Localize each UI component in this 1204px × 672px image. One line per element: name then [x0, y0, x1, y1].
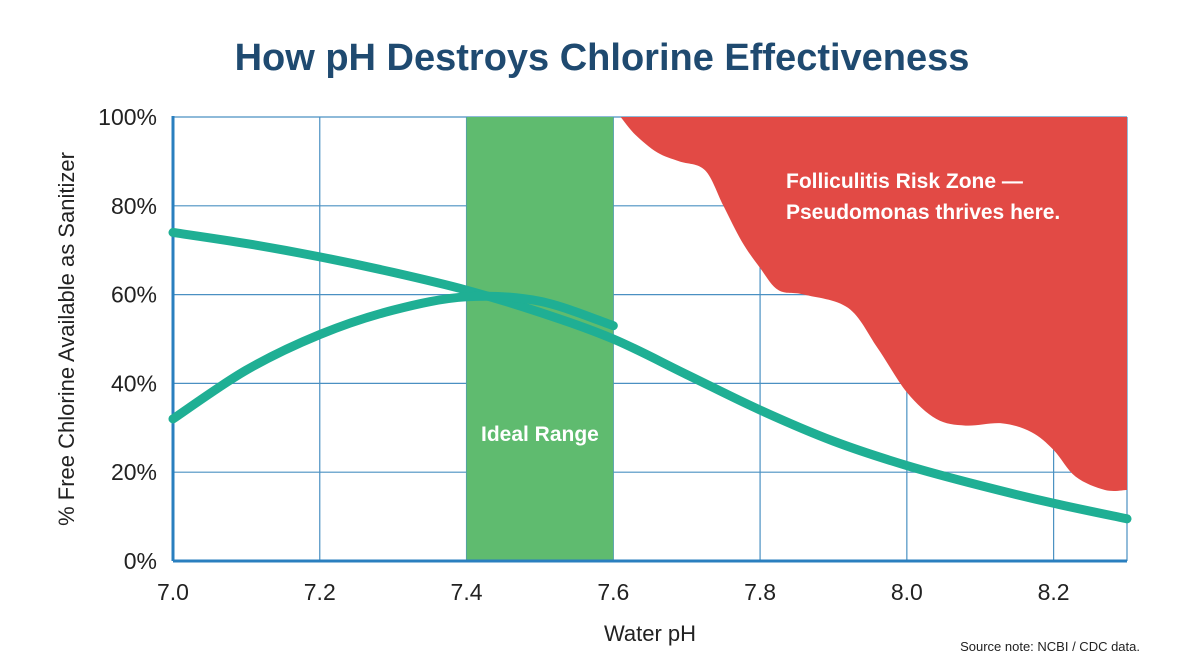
x-tick-label-1: 7.2 — [304, 579, 336, 605]
x-axis-label: Water pH — [604, 621, 696, 646]
risk-zone-label-line-2: Pseudomonas thrives here. — [786, 201, 1060, 224]
series-lines — [168, 227, 1132, 524]
source-note: Source note: NCBI / CDC data. — [960, 639, 1140, 654]
x-tick-label-0: 7.0 — [157, 579, 189, 605]
x-tick-label-5: 8.0 — [891, 579, 923, 605]
y-tick-label-3: 60% — [111, 282, 157, 308]
ideal-range-layer — [466, 117, 614, 561]
x-tick-label-3: 7.6 — [597, 579, 629, 605]
y-tick-labels: 0% 20% 40% 60% 80% 100% — [98, 104, 157, 574]
y-tick-label-5: 100% — [98, 104, 157, 130]
ideal-range-label: Ideal Range — [481, 423, 599, 446]
risk-zone-layer — [620, 117, 1127, 491]
y-tick-label-0: 0% — [124, 548, 157, 574]
risk-zone-label-line-1: Folliculitis Risk Zone — — [786, 170, 1023, 193]
ideal-range-band — [466, 117, 614, 561]
x-tick-label-2: 7.4 — [451, 579, 483, 605]
x-tick-label-6: 8.2 — [1038, 579, 1070, 605]
chart-title: How pH Destroys Chlorine Effectiveness — [235, 37, 970, 79]
risk-zone-area — [620, 117, 1127, 491]
axes — [171, 116, 1127, 563]
series-line-0 — [168, 227, 1132, 524]
y-tick-label-1: 20% — [111, 459, 157, 485]
y-tick-label-4: 80% — [111, 193, 157, 219]
series-line-1 — [168, 291, 618, 424]
x-tick-labels: 7.0 7.2 7.4 7.6 7.8 8.0 8.2 — [157, 579, 1070, 605]
y-tick-label-2: 40% — [111, 370, 157, 396]
y-axis-label: % Free Chlorine Available as Sanitizer — [54, 152, 79, 526]
risk-zone-label: Folliculitis Risk Zone — Pseudomonas thr… — [786, 170, 1060, 224]
x-tick-label-4: 7.8 — [744, 579, 776, 605]
